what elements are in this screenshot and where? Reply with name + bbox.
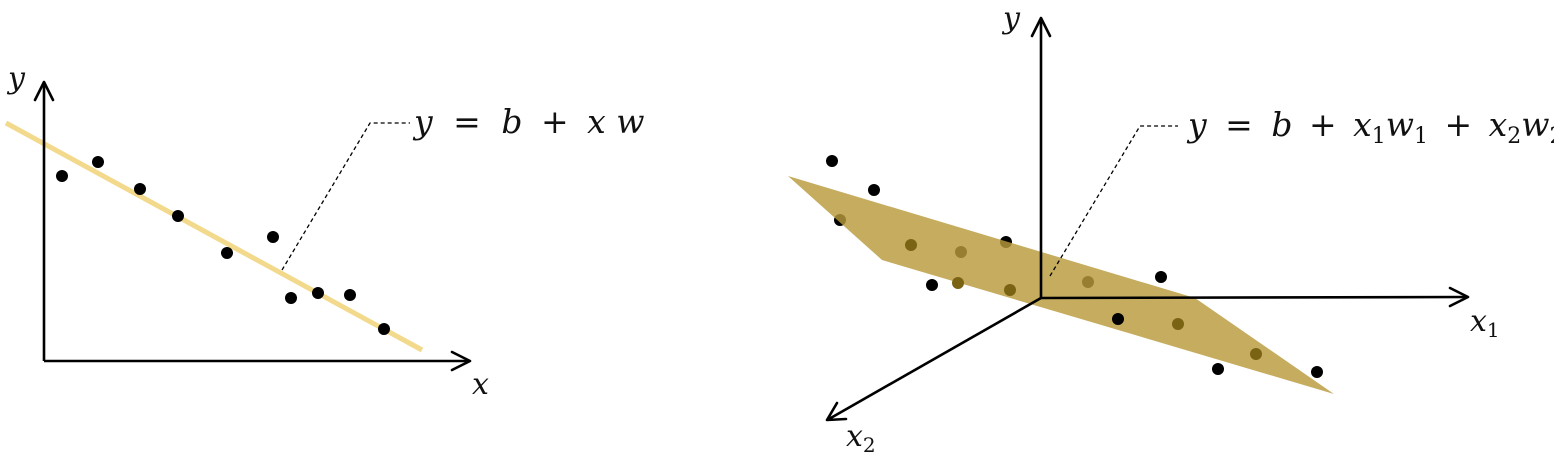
- data-point: [56, 170, 68, 182]
- plane-equation: y = b + x1w1 + x2w2: [1186, 105, 1554, 151]
- right-panel: y x1 x2 y = b + x1w1 + x2w2: [788, 1, 1554, 457]
- data-point: [267, 231, 279, 243]
- x2-axis-label: x2: [846, 419, 876, 457]
- data-point: [1212, 363, 1224, 375]
- x2-axis-arrowhead: [825, 401, 848, 422]
- data-point: [92, 156, 104, 168]
- data-point: [1250, 348, 1262, 360]
- x-axis-arrowhead: [450, 350, 472, 372]
- data-point: [905, 239, 917, 251]
- data-point: [221, 247, 233, 259]
- right-data-points-on-plane: [905, 239, 1262, 360]
- data-point: [1004, 284, 1016, 296]
- line-equation: y = b + x w: [412, 102, 644, 141]
- x-axis-label: x: [472, 367, 489, 402]
- data-point: [312, 287, 324, 299]
- data-point: [134, 183, 146, 195]
- equation-leader-line: [281, 122, 410, 271]
- data-point: [1112, 313, 1124, 325]
- data-point: [1172, 318, 1184, 330]
- y-axis-arrowhead: [33, 80, 55, 102]
- x1-axis-arrowhead: [1448, 286, 1470, 308]
- x1-axis-label: x1: [1470, 304, 1500, 342]
- left-panel: y x y = b + x w: [4, 61, 644, 402]
- eq-w: w: [616, 102, 644, 141]
- y-axis-3d-arrowhead: [1030, 16, 1052, 38]
- eq-x: x: [587, 102, 606, 141]
- y-axis-3d-label: y: [1001, 1, 1021, 36]
- eq-bias: b: [501, 102, 522, 141]
- eq-plus: +: [541, 102, 569, 141]
- data-point: [826, 155, 838, 167]
- x2-axis: [828, 296, 1042, 421]
- data-point: [172, 210, 184, 222]
- left-data-points: [56, 156, 390, 335]
- data-point: [926, 279, 938, 291]
- data-point: [344, 289, 356, 301]
- data-point: [1155, 271, 1167, 283]
- regression-plane: [788, 176, 1334, 394]
- data-point: [285, 292, 297, 304]
- data-point: [952, 277, 964, 289]
- data-point: [1311, 366, 1323, 378]
- eq-lhs: y: [412, 102, 433, 141]
- plane-equation-leader-line: [1049, 125, 1178, 277]
- right-data-points-below: [926, 279, 1323, 378]
- regression-line: [4, 120, 424, 353]
- eq-equals: =: [453, 102, 481, 141]
- x1-axis: [1040, 295, 1467, 300]
- data-point: [378, 323, 390, 335]
- y-axis-label: y: [6, 61, 26, 96]
- data-point: [868, 184, 880, 196]
